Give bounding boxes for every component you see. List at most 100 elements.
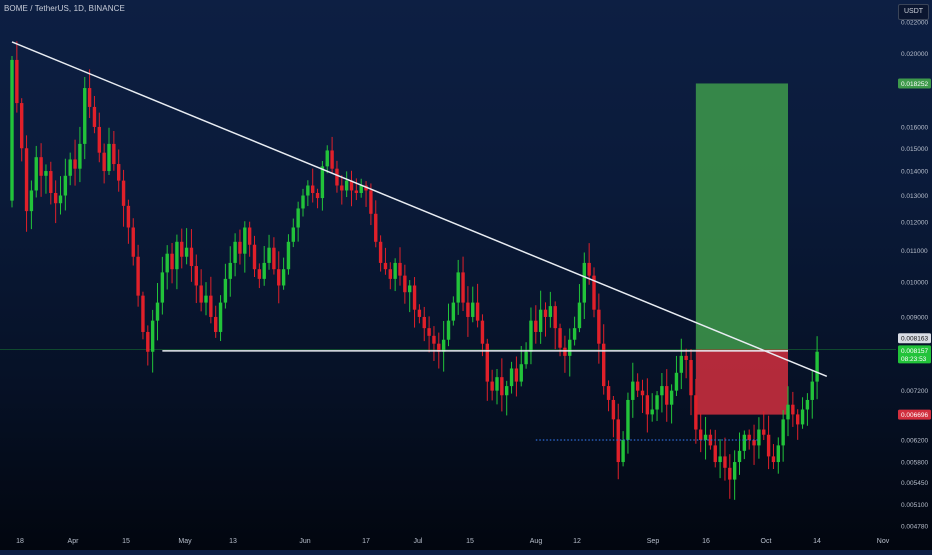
candle-body — [73, 159, 77, 169]
candle-body — [674, 372, 679, 391]
candle-body — [165, 253, 169, 273]
candle-body — [791, 404, 795, 415]
candle-body — [611, 399, 616, 420]
price-label-badge — [898, 345, 931, 356]
price-axis: 0.004780 0.005100 0.005450 0.005800 0.006200… — [901, 19, 928, 530]
candle-body — [771, 456, 776, 463]
candle-body — [669, 390, 674, 405]
price-axis-tick: 0.011000 — [901, 248, 928, 255]
time-axis: 18 Apr 15 May 13 Jun 17 Jul 15 Aug 12 Sep 16 Oct 14 Nov — [16, 538, 890, 545]
candle-body — [577, 302, 582, 329]
candle-body — [451, 302, 456, 321]
candle-body — [563, 347, 567, 356]
candles — [10, 41, 819, 500]
candle-body — [471, 302, 475, 317]
candle-body — [175, 241, 179, 270]
time-axis-tick: 15 — [466, 538, 474, 545]
currency-selector[interactable]: USDT — [898, 4, 930, 20]
time-axis-tick: Jun — [299, 538, 310, 545]
candle-body — [267, 247, 271, 263]
candle-body — [723, 456, 727, 468]
candle-body — [155, 302, 160, 321]
candle-body — [238, 241, 242, 254]
price-axis-tick: 0.012000 — [901, 219, 928, 226]
price-label-badge — [898, 333, 931, 344]
time-axis-tick: 12 — [573, 538, 581, 545]
candle-body — [34, 157, 38, 191]
candle-body — [325, 150, 329, 167]
price-axis-tick: 0.005450 — [901, 480, 928, 487]
time-axis-tick: Oct — [761, 538, 772, 545]
candle-body — [126, 205, 131, 228]
candle-body — [160, 272, 165, 303]
candle-body — [121, 180, 126, 206]
price-axis-tick: 0.014000 — [901, 169, 928, 176]
candle-body — [243, 227, 247, 254]
candle-body — [257, 269, 262, 279]
price-axis-tick: 0.016000 — [901, 124, 928, 131]
candle-body — [247, 227, 252, 245]
candle-body — [141, 295, 145, 332]
price-axis-tick: 0.015000 — [901, 146, 928, 153]
candle-body — [417, 309, 422, 317]
candle-body — [393, 262, 397, 279]
candle-body — [20, 103, 24, 149]
candle-body — [626, 399, 630, 441]
price-axis-tick: 0.013000 — [901, 193, 928, 200]
candle-body — [388, 269, 392, 279]
candle-body — [645, 395, 650, 415]
candle-body — [548, 306, 553, 317]
candle-body — [296, 208, 300, 228]
time-axis-tick: 18 — [16, 538, 24, 545]
candle-body — [83, 88, 87, 144]
candle-body — [422, 316, 426, 329]
candle-body — [112, 143, 116, 165]
candle-body — [582, 262, 586, 303]
candle-body — [306, 185, 310, 196]
candle-body — [602, 343, 606, 387]
candle-body — [441, 339, 446, 352]
candle-body — [180, 241, 184, 257]
price-axis-tick: 0.022000 — [901, 19, 928, 26]
price-label-text: 0.006696 — [901, 412, 928, 419]
candle-body — [800, 409, 805, 425]
price-axis-tick: 0.004780 — [901, 523, 928, 530]
candle-body — [44, 171, 48, 176]
time-axis-tick: Aug — [530, 538, 543, 545]
candle-body — [170, 253, 174, 270]
candle-body — [621, 440, 625, 463]
candle-body — [87, 88, 92, 107]
candle-body — [218, 302, 223, 332]
candle-body — [684, 355, 688, 361]
candle-body — [708, 434, 713, 446]
candle-body — [262, 262, 266, 279]
candle-body — [102, 152, 106, 172]
candle-body — [815, 351, 819, 382]
candle-body — [209, 295, 213, 317]
candle-body — [214, 316, 218, 332]
candle-body — [466, 302, 470, 317]
candle-body — [635, 381, 640, 391]
time-axis-tick: Sep — [647, 538, 660, 545]
candle-body — [335, 168, 339, 186]
candle-body — [461, 272, 465, 303]
candle-body — [63, 175, 68, 196]
time-axis-tick: May — [178, 538, 192, 545]
candle-body — [107, 143, 111, 172]
candle-body — [39, 157, 43, 176]
time-axis-tick: 17 — [362, 538, 370, 545]
candle-body — [703, 434, 708, 441]
candle-body — [737, 450, 742, 463]
candle-body — [383, 262, 388, 270]
candle-body — [650, 409, 654, 415]
candle-body — [742, 434, 747, 451]
candle-body — [762, 429, 766, 435]
candle-body — [412, 285, 417, 310]
candle-body — [514, 368, 519, 382]
time-axis-tick: 14 — [813, 538, 821, 545]
price-label-text: 0.008157 — [901, 348, 928, 355]
candle-body — [732, 462, 737, 480]
candle-body — [24, 148, 29, 212]
